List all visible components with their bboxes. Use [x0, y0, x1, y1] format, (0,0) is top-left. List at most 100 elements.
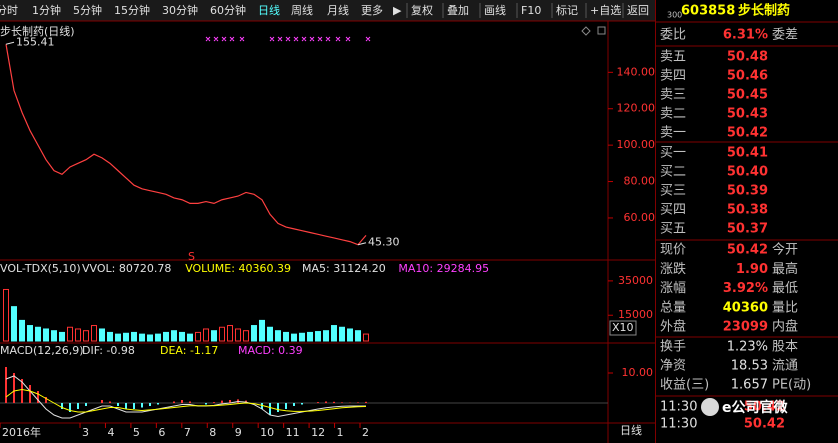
ask-price: 50.45 [727, 88, 768, 103]
toolbar-tab[interactable]: 月线 [327, 3, 349, 17]
toolbar-tab[interactable]: 周线 [291, 3, 313, 17]
volume-bar [331, 325, 337, 342]
y-tick-label: 120.00 [617, 102, 656, 115]
toolbar-tab[interactable]: 5分钟 [73, 3, 102, 17]
finance-value: 1.657 [731, 378, 768, 393]
volume-bar [59, 331, 65, 342]
y-tick-label: 35000 [618, 274, 653, 287]
volume-bar [11, 306, 17, 342]
y-tick-label: 80.00 [624, 175, 656, 188]
x-tick-label: 8 [209, 426, 216, 439]
x-tick-label: 2 [362, 426, 369, 439]
toolbar-button[interactable]: 返回 [627, 4, 649, 17]
toolbar-tab[interactable]: ▶ [393, 4, 402, 17]
toolbar-button[interactable]: 画线 [484, 3, 506, 17]
tick-price: 50.42 [744, 417, 785, 432]
x-tick-label: 11 [286, 426, 300, 439]
diamond-icon[interactable] [581, 26, 591, 36]
y-tick-label: 140.00 [617, 65, 656, 78]
volume-bar [307, 331, 313, 342]
stat-label: 现价 [660, 243, 686, 258]
stat-label: 外盘 [660, 319, 686, 335]
tick-price: 50.42 [744, 400, 785, 415]
legend-item: VOLUME: 40360.39 [185, 262, 291, 275]
bid-price: 50.39 [727, 184, 768, 199]
legend-item: DEA: -1.17 [160, 344, 218, 357]
ask-price: 50.46 [727, 69, 768, 84]
volume-bar [363, 333, 369, 342]
bid-label: 买五 [660, 222, 686, 237]
stat-label: 今开 [772, 242, 798, 258]
quote-label: 委差 [772, 28, 798, 43]
volume-bar [283, 331, 289, 342]
volume-bar [299, 332, 305, 342]
signal-markers [205, 36, 371, 42]
toolbar-tab[interactable]: 分时 [0, 4, 18, 17]
x-tick-label: 5 [133, 426, 140, 439]
volume-bar [123, 332, 129, 342]
toolbar-tab[interactable]: 日线 [258, 3, 280, 17]
volume-bar [179, 331, 185, 342]
ask-label: 卖四 [660, 69, 686, 84]
annotation-leader [357, 242, 367, 246]
bid-label: 买一 [660, 146, 686, 161]
volume-bar [3, 288, 9, 342]
volume-bar [347, 328, 353, 342]
volume-bar [155, 333, 161, 342]
volume-bar [139, 333, 145, 342]
volume-bar [323, 330, 329, 342]
legend-item: VVOL: 80720.78 [82, 262, 171, 275]
ask-price: 50.43 [727, 107, 768, 122]
stat-label: 涨跌 [660, 261, 686, 277]
volume-bar [315, 331, 321, 342]
toolbar-button[interactable]: 复权 [411, 3, 433, 17]
unit-box [609, 320, 637, 336]
volume-bar [259, 319, 265, 342]
toolbar-button[interactable]: F10 [521, 4, 541, 17]
bid-price: 50.41 [727, 146, 768, 161]
volume-bar [67, 326, 73, 342]
stock-name: 步长制药 [738, 3, 790, 19]
volume-bar [83, 330, 89, 342]
toolbar-button[interactable]: +自选 [590, 4, 621, 17]
toolbar-tab[interactable]: 更多 [361, 3, 383, 17]
volume-bar [219, 326, 225, 342]
stat-label: 最低 [772, 281, 798, 296]
toolbar-button[interactable]: 叠加 [447, 4, 469, 17]
quote-label: 委比 [660, 28, 686, 43]
volume-bar [107, 331, 113, 342]
stat-value: 1.90 [736, 262, 768, 277]
ask-label: 卖二 [660, 107, 686, 122]
volume-bar [275, 330, 281, 342]
finance-label: 流通 [772, 359, 798, 374]
content: 分时 1分钟 5分钟 15分钟 30分钟 60分钟 日线 周线 月线 更多 ▶ 复权 叠加 画线 F10 标记… [0, 3, 811, 439]
toolbar-button[interactable]: 标记 [556, 3, 578, 17]
bid-price: 50.38 [727, 203, 768, 218]
volume-bar [339, 326, 345, 342]
toolbar-tab[interactable]: 30分钟 [162, 3, 198, 17]
bid-label: 买四 [660, 203, 686, 218]
finance-label: 股本 [772, 340, 798, 355]
volume-bar [203, 328, 209, 342]
volume-bar [35, 326, 41, 342]
finance-label: 换手 [660, 340, 686, 355]
volume-bar [43, 328, 49, 342]
bid-price: 50.37 [727, 222, 768, 237]
volume-bar [227, 325, 233, 342]
toolbar-tab[interactable]: 1分钟 [32, 3, 61, 17]
finance-label: PE(动) [772, 378, 811, 393]
toolbar-tab[interactable]: 15分钟 [114, 3, 150, 17]
quote-value: 6.31% [723, 28, 768, 43]
volume-bar [267, 326, 273, 342]
toolbar [0, 0, 655, 21]
ask-price: 50.42 [727, 126, 768, 141]
square-icon[interactable] [597, 26, 606, 35]
watermark-icon [701, 398, 719, 416]
macd-line [5, 388, 367, 413]
y-tick-label: 60.00 [624, 211, 656, 224]
x-tick-label: 7 [184, 426, 191, 439]
x-tick-label: 12 [311, 426, 325, 439]
toolbar-tab[interactable]: 60分钟 [210, 3, 246, 17]
